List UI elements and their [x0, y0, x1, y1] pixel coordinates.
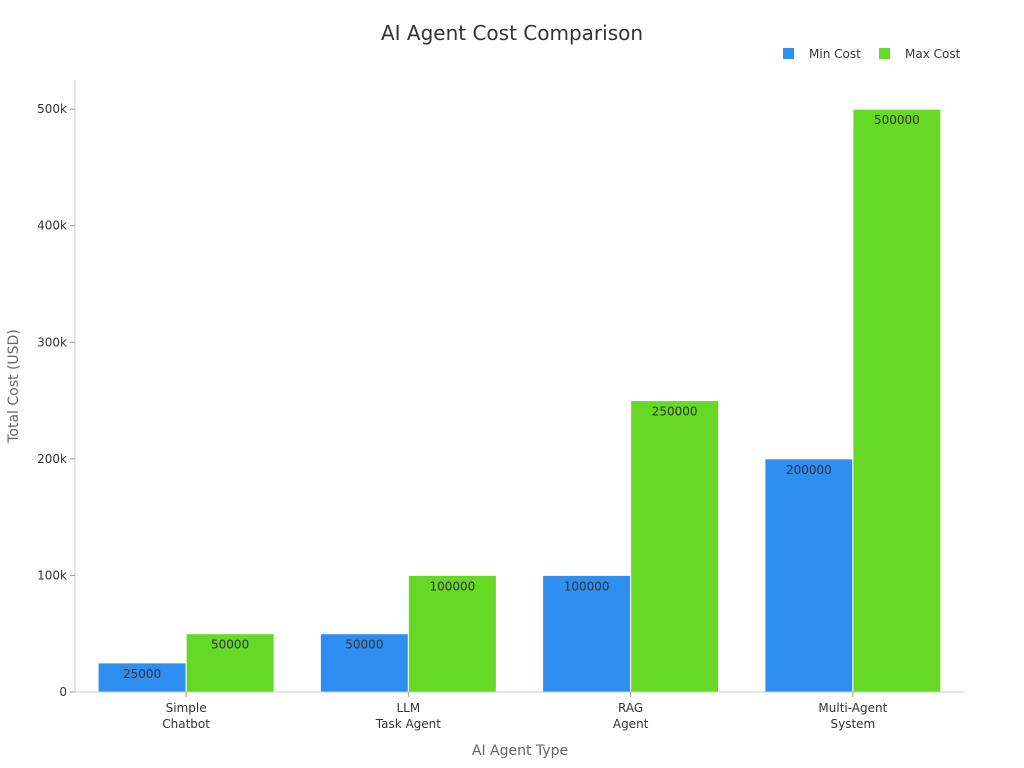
x-tick-label: Chatbot	[162, 717, 210, 731]
bar-max-cost	[407, 574, 497, 693]
y-tick-label: 200k	[37, 452, 67, 466]
bar-min-cost	[319, 633, 409, 693]
x-axis-label: AI Agent Type	[472, 743, 568, 759]
legend-swatch	[783, 48, 794, 59]
bar-min-cost	[542, 574, 632, 693]
x-tick-label: RAG	[618, 701, 643, 715]
bar-value-label: 500000	[874, 113, 920, 127]
y-ticks: 0 100k 200k 300k 400k 500k	[37, 102, 75, 699]
y-tick-label: 100k	[37, 568, 67, 582]
x-tick-label: Task Agent	[375, 717, 442, 731]
x-tick-label: System	[831, 717, 876, 731]
y-tick-label: 400k	[37, 219, 67, 233]
bar-value-label: 50000	[345, 638, 383, 652]
bar-value-label: 100000	[429, 579, 475, 593]
bar-value-label: 200000	[786, 463, 832, 477]
x-tick-label: Agent	[613, 717, 649, 731]
bar-min-cost	[97, 662, 187, 693]
axes-group	[74, 80, 964, 693]
x-tick-label: LLM	[397, 701, 421, 715]
y-axis-label: Total Cost (USD)	[6, 329, 22, 444]
bar-max-cost	[852, 108, 942, 693]
bar-value-label: 100000	[564, 579, 610, 593]
y-tick-label: 500k	[37, 102, 67, 116]
bar-value-label: 50000	[211, 638, 249, 652]
bar-max-cost	[185, 633, 275, 693]
legend-label: Max Cost	[905, 47, 961, 61]
legend: Min Cost Max Cost	[783, 47, 961, 61]
x-tick-label: Simple	[166, 701, 207, 715]
y-tick-label: 0	[59, 685, 67, 699]
x-ticks: Simple Chatbot LLM Task Agent RAG Agent Multi-…	[162, 692, 888, 731]
x-tick-label: Multi-Agent	[818, 701, 887, 715]
legend-swatch	[879, 48, 890, 59]
legend-label: Min Cost	[809, 47, 861, 61]
bar-max-cost	[630, 400, 720, 693]
bars-group: 25000 50000 50000 100000 100000 250000 200000 5…	[97, 108, 942, 693]
bar-value-label: 25000	[123, 667, 161, 681]
bar-min-cost	[764, 458, 854, 693]
chart-title: AI Agent Cost Comparison	[381, 21, 643, 45]
bar-value-label: 250000	[652, 405, 698, 419]
y-tick-label: 300k	[37, 335, 67, 349]
